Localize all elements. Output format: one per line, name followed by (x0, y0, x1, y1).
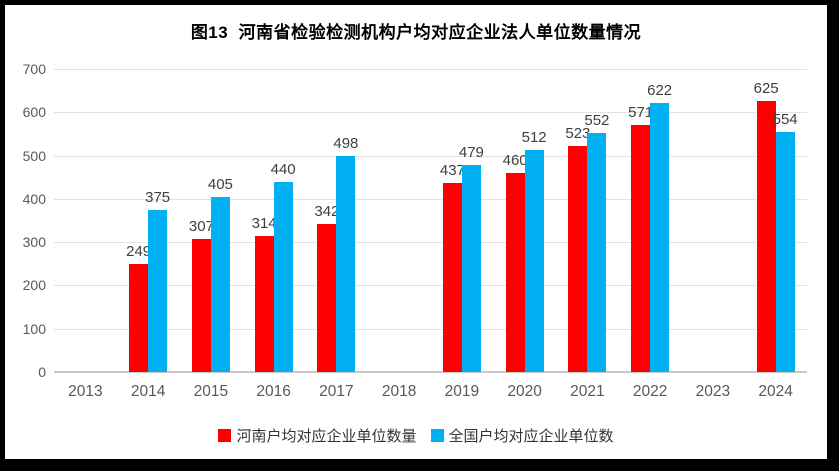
bar-henan-2017 (317, 223, 337, 372)
x-axis-label: 2018 (381, 383, 417, 400)
gridline (54, 328, 807, 330)
bar-national-2017 (336, 156, 356, 372)
y-axis-tick-label: 200 (22, 277, 46, 294)
y-axis-tick-label: 600 (22, 104, 46, 121)
x-axis-label: 2015 (193, 383, 229, 400)
data-label-henan-2019: 437 (439, 161, 465, 179)
gridline (54, 112, 807, 114)
data-label-national-2014: 375 (145, 188, 171, 206)
data-label-national-2016: 440 (270, 160, 296, 178)
legend-item-national: 全国户均对应企业单位数 (430, 425, 614, 446)
legend-label: 河南户均对应企业单位数量 (236, 428, 417, 445)
data-label-national-2020: 512 (521, 129, 547, 147)
bar-henan-2014 (129, 264, 149, 372)
data-label-henan-2017: 342 (314, 202, 340, 220)
bar-national-2024 (775, 132, 795, 372)
bar-national-2019 (461, 164, 481, 372)
bar-national-2021 (587, 133, 607, 372)
x-axis-label: 2024 (758, 383, 793, 400)
chart-panel: 图13 河南省检验检测机构户均对应企业法人单位数量情况 0 100 200 300 40… (5, 5, 827, 459)
y-axis-tick-label: 0 (38, 364, 46, 380)
y-axis-tick-label: 100 (22, 320, 46, 337)
x-axis-label: 2023 (695, 383, 731, 400)
bar-national-2014 (148, 209, 168, 372)
y-axis-tick-label: 500 (22, 147, 46, 164)
x-axis-label: 2017 (319, 383, 354, 400)
y-axis-tick-label: 700 (22, 61, 46, 77)
data-label-henan-2024: 625 (753, 80, 779, 98)
data-label-henan-2021: 523 (565, 124, 591, 142)
data-label-henan-2015: 307 (188, 218, 214, 236)
gridline (54, 285, 807, 287)
x-axis-label: 2022 (632, 383, 668, 400)
legend-swatch-icon (430, 429, 444, 442)
bar-henan-2024 (756, 101, 776, 372)
legend-label: 全国户均对应企业单位数 (448, 428, 614, 445)
gridline (54, 69, 807, 70)
chart-title: 图13 河南省检验检测机构户均对应企业法人单位数量情况 (190, 23, 642, 42)
bar-henan-2015 (191, 239, 211, 372)
data-label-national-2019: 479 (458, 143, 484, 161)
legend-swatch-icon (218, 429, 232, 442)
data-label-henan-2016: 314 (251, 215, 277, 233)
bar-henan-2021 (568, 145, 588, 372)
legend-item-henan: 河南户均对应企业单位数量 (218, 425, 417, 446)
x-axis-line (54, 371, 807, 373)
data-label-national-2021: 552 (584, 112, 610, 130)
data-label-national-2022: 622 (647, 81, 673, 99)
data-label-national-2024: 554 (772, 111, 798, 129)
bar-national-2020 (524, 150, 544, 372)
bar-henan-2022 (631, 124, 651, 372)
plot-area: 0 100 200 300 400 500 600 700 2013 2014 249 375 2015… (5, 5, 827, 459)
y-axis-tick-label: 300 (22, 234, 46, 251)
x-axis-label: 2021 (570, 383, 605, 400)
x-axis-label: 2016 (256, 383, 291, 400)
data-label-national-2017: 498 (333, 135, 359, 153)
data-label-henan-2020: 460 (502, 151, 528, 169)
x-axis-label: 2014 (130, 383, 166, 400)
bar-henan-2020 (505, 172, 525, 372)
x-axis-label: 2019 (444, 383, 480, 400)
gridline (54, 198, 807, 200)
bar-henan-2019 (442, 182, 462, 372)
gridline (54, 155, 807, 157)
bar-national-2016 (273, 181, 293, 372)
y-axis-tick-label: 400 (22, 190, 46, 207)
chart-legend: 河南户均对应企业单位数量 全国户均对应企业单位数 (5, 425, 827, 446)
bar-national-2022 (650, 102, 670, 372)
data-label-henan-2022: 571 (628, 103, 654, 121)
bar-national-2015 (210, 196, 230, 372)
x-axis-label: 2013 (68, 383, 103, 400)
data-label-national-2015: 405 (207, 175, 233, 193)
x-axis-label: 2020 (507, 383, 542, 400)
data-label-henan-2014: 249 (126, 243, 152, 261)
gridline (54, 242, 807, 244)
bar-henan-2016 (254, 236, 274, 372)
